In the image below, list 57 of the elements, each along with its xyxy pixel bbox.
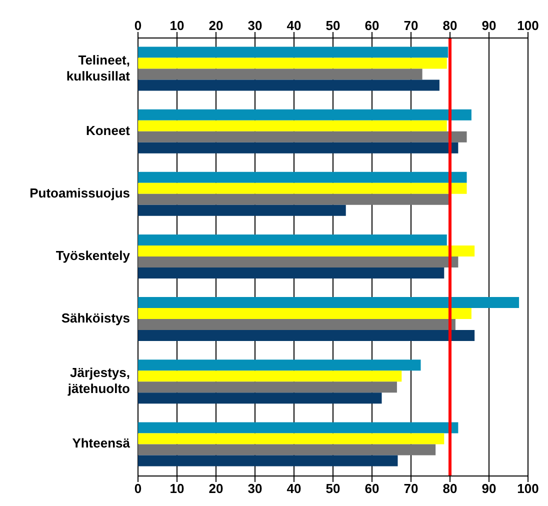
x-tick-label: 0: [134, 18, 142, 33]
bar: [138, 131, 467, 142]
x-tick-label: 90: [482, 18, 496, 33]
bar: [138, 172, 467, 183]
bar: [138, 80, 440, 91]
bar: [138, 194, 450, 205]
y-tick-label: Sähköistys: [61, 311, 130, 326]
y-tick-label: Työskentely: [56, 248, 131, 264]
bar: [138, 245, 475, 256]
y-tick-label: Telineet, kulkusillat: [66, 52, 131, 84]
bar: [138, 308, 472, 320]
bar: [138, 267, 444, 278]
bar: [138, 142, 458, 154]
x-tick-label: 60: [364, 18, 380, 33]
y-tick-label: Putoamissuojus: [30, 186, 130, 201]
bar: [138, 455, 398, 466]
x2-tick-label: 50: [326, 481, 340, 496]
bar: [138, 46, 448, 58]
x2-tick-label: 0: [134, 481, 142, 496]
x-tick-label: 50: [326, 18, 340, 33]
x2-tick-label: 10: [170, 481, 184, 496]
y-tick-label: Koneet: [86, 123, 131, 138]
bar: [138, 444, 436, 456]
bar: [138, 392, 382, 404]
bar: [138, 382, 397, 393]
bar: [138, 370, 402, 382]
x2-tick-label: 90: [482, 481, 496, 496]
x2-tick-label: 60: [364, 481, 380, 496]
bar: [138, 319, 456, 330]
x-tick-label: 20: [208, 18, 224, 33]
x-tick-label: 100: [517, 18, 539, 33]
bar: [138, 330, 475, 342]
x2-tick-label: 40: [286, 481, 302, 496]
bar: [138, 234, 447, 246]
bar: [138, 256, 458, 268]
bar: [138, 422, 458, 434]
bar: [138, 433, 444, 444]
x-tick-label: 10: [170, 18, 184, 33]
y-tick-label: Yhteensä: [72, 436, 131, 452]
x-tick-label: 30: [248, 18, 262, 33]
x-tick-label: 40: [286, 18, 302, 33]
bar: [138, 360, 421, 371]
x2-tick-label: 70: [404, 481, 418, 496]
x2-tick-label: 80: [442, 481, 458, 496]
y-tick-label: Järjestys, jätehuolto: [66, 366, 130, 397]
bar: [138, 297, 520, 308]
x2-tick-label: 30: [248, 481, 262, 496]
x2-tick-label: 100: [517, 481, 539, 496]
bar: [138, 68, 422, 80]
bar: [138, 109, 472, 120]
bar: [138, 182, 467, 194]
bar: [138, 58, 447, 69]
x-tick-label: 70: [404, 18, 418, 33]
x-tick-label: 80: [442, 18, 458, 33]
x2-tick-label: 20: [208, 481, 224, 496]
bar: [138, 204, 346, 216]
bar: [138, 120, 447, 132]
